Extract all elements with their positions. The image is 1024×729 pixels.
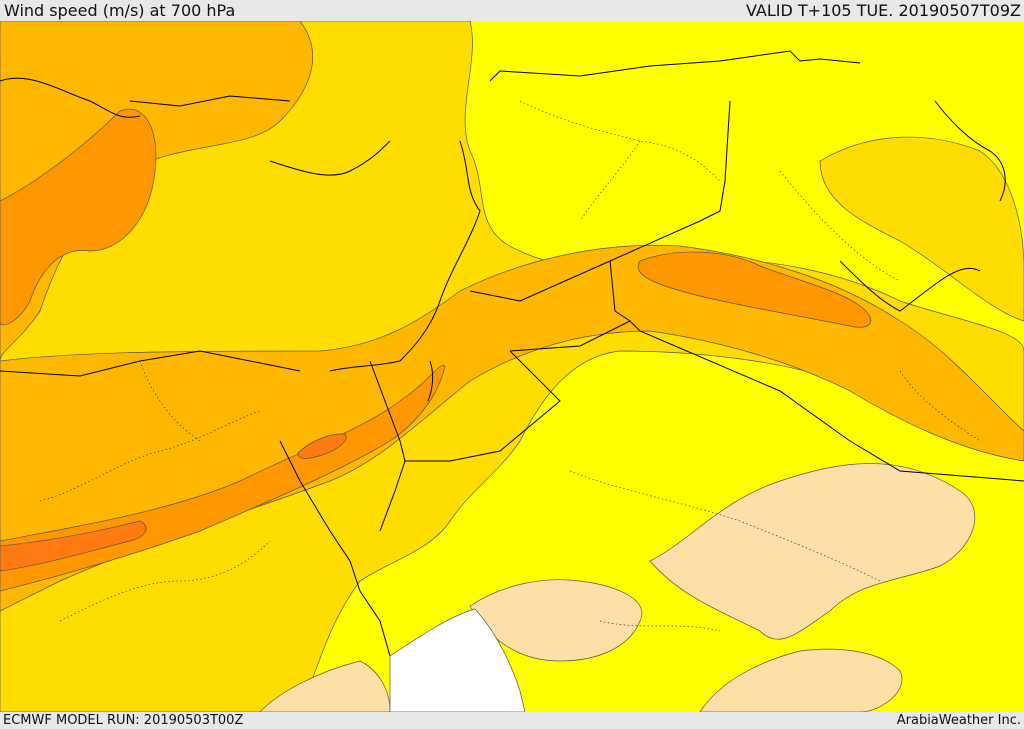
field-calm-sinai-south <box>469 579 643 662</box>
field-moderate-east <box>819 136 1024 322</box>
field-very-strong-jordan <box>297 433 347 459</box>
footer-bar: ECMWF MODEL RUN: 20190503T00Z ArabiaWeat… <box>0 712 1024 729</box>
field-strong-west <box>0 108 157 326</box>
wind-speed-map[interactable] <box>0 21 1024 712</box>
country-borders <box>0 50 1024 657</box>
field-fresh-band <box>0 244 1024 612</box>
admin-boundaries <box>39 100 981 632</box>
map-title: Wind speed (m/s) at 700 hPa <box>4 1 236 20</box>
header-bar: Wind speed (m/s) at 700 hPa VALID T+105 … <box>0 0 1024 21</box>
field-calm-southeast <box>699 648 903 712</box>
map-canvas <box>0 21 1024 712</box>
field-missing-red-sea <box>389 608 526 712</box>
field-calm-southwest <box>259 660 391 712</box>
valid-time: VALID T+105 TUE. 20190507T09Z <box>745 1 1021 20</box>
coastlines <box>0 77 1006 402</box>
field-strong-east <box>637 251 872 328</box>
field-calm-saudi <box>649 463 976 640</box>
field-very-strong-core <box>0 520 147 572</box>
brand-label: ArabiaWeather Inc. <box>896 713 1021 728</box>
model-run: ECMWF MODEL RUN: 20190503T00Z <box>3 713 244 728</box>
